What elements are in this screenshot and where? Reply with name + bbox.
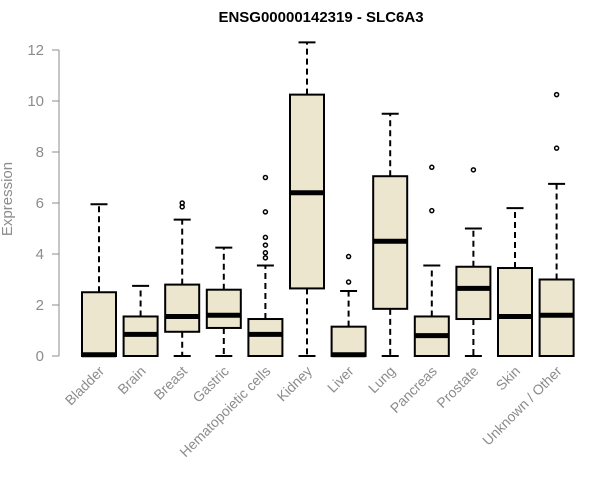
x-tick-label: Lung: [365, 363, 398, 396]
outlier-point: [262, 234, 269, 241]
boxes-group: [81, 41, 575, 358]
outlier-point: [429, 207, 435, 214]
outlier-point: [470, 167, 477, 173]
iqr-box: [330, 325, 367, 357]
y-tick-label: 8: [36, 144, 44, 161]
outlier-point: [262, 242, 269, 248]
x-tick-label: Skin: [493, 363, 524, 394]
x-tick-label: Breast: [150, 363, 190, 403]
box-liver: [330, 253, 367, 358]
outlier-point: [345, 253, 352, 260]
box-pancreas: [413, 164, 450, 358]
x-tick-label: Bladder: [62, 363, 108, 409]
box-unknown-other: [538, 91, 575, 357]
iqr-box: [538, 278, 575, 357]
x-tick-label: Kidney: [274, 363, 316, 405]
y-axis-label: Expression: [0, 162, 16, 236]
outlier-point: [262, 174, 269, 181]
x-tick-label: Prostate: [433, 363, 481, 411]
x-tick-label: Brain: [114, 363, 148, 397]
outlier-point: [553, 91, 560, 98]
y-axis: 0 2 4 6 8 10 12: [27, 42, 60, 365]
box-brain: [122, 284, 159, 358]
outlier-point: [345, 279, 352, 285]
iqr-box: [497, 267, 533, 357]
y-tick-label: 4: [36, 246, 44, 263]
y-tick-label: 2: [36, 297, 44, 314]
outlier-point: [262, 255, 269, 261]
iqr-box: [81, 291, 117, 357]
box-bladder: [81, 203, 117, 358]
box-gastric: [205, 246, 242, 357]
box-kidney: [289, 41, 325, 357]
box-lung: [372, 112, 409, 357]
outlier-point: [262, 209, 269, 215]
y-tick-label: 12: [27, 42, 44, 59]
iqr-box: [455, 265, 492, 321]
y-tick-label: 0: [36, 348, 44, 365]
chart-title: ENSG00000142319 - SLC6A3: [218, 9, 423, 26]
box-prostate: [455, 167, 492, 357]
outlier-point: [429, 164, 435, 171]
iqr-box: [164, 283, 201, 333]
outlier-point: [553, 145, 560, 151]
iqr-box: [205, 288, 242, 329]
box-hematopoietic-cells: [247, 174, 284, 357]
box-breast: [164, 200, 201, 357]
outlier-point: [179, 200, 185, 206]
x-tick-label: Liver: [324, 363, 357, 396]
outlier-point: [262, 249, 269, 256]
y-tick-label: 10: [27, 93, 44, 110]
x-tick-label: Unknown / Other: [479, 363, 565, 449]
y-tick-label: 6: [36, 195, 44, 212]
box-skin: [497, 207, 533, 357]
iqr-box: [247, 318, 284, 357]
